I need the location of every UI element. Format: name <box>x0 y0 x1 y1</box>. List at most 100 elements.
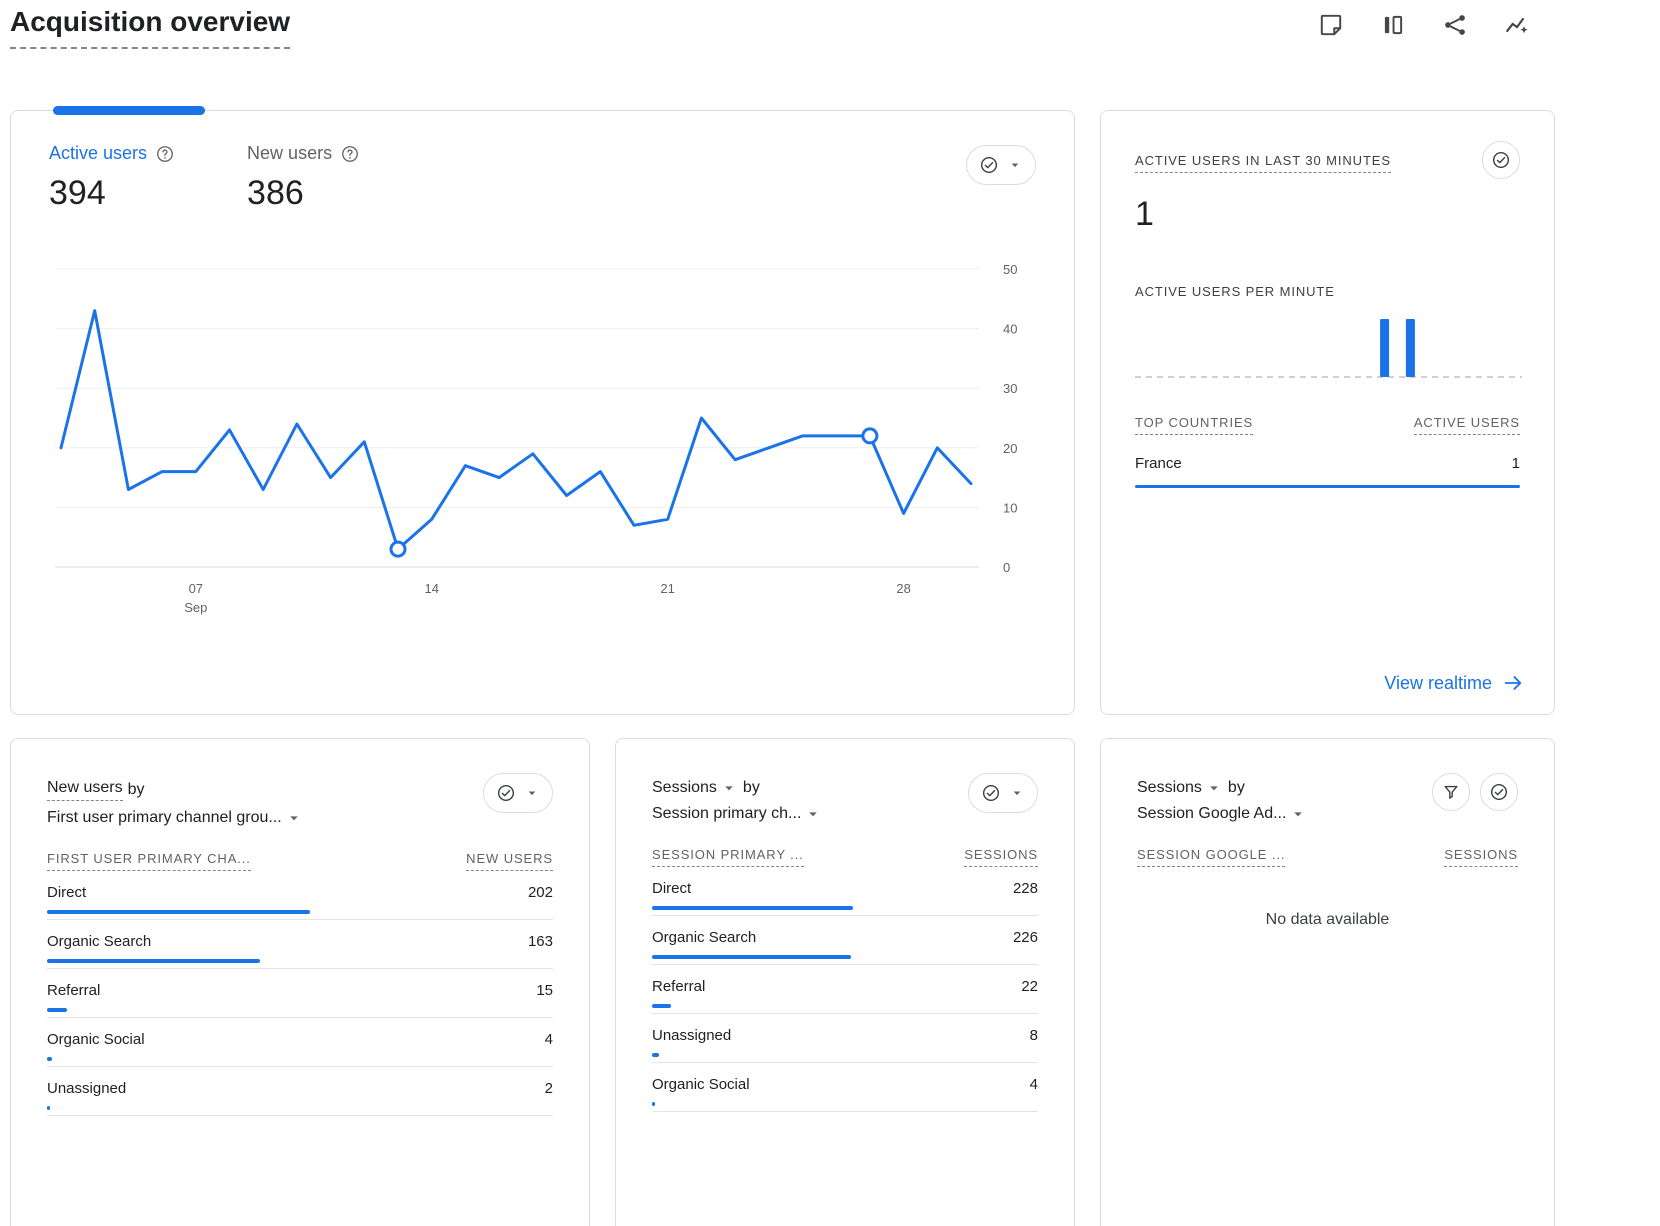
card-buttons <box>1432 773 1518 811</box>
row-label: Organic Social <box>652 1076 750 1093</box>
row-bar <box>652 1102 655 1106</box>
chart-check-dropdown-button[interactable] <box>966 145 1036 185</box>
realtime-country-row: France 1 <box>1135 455 1520 488</box>
breakdown-table: Direct228Organic Search226Referral22Unas… <box>652 867 1038 1112</box>
table-row: Direct202 <box>47 871 553 920</box>
breakdown-card-1: New users by First user primary channel … <box>10 738 590 1226</box>
filter-button[interactable] <box>1432 773 1470 811</box>
country-label: France <box>1135 455 1182 472</box>
filter-icon <box>1441 782 1461 802</box>
country-bar <box>1135 485 1520 488</box>
card-metric-title[interactable]: Sessions by <box>652 779 822 797</box>
metric-tabs: Active users 394 New users 386 <box>49 143 1036 213</box>
metric-value: 386 <box>247 174 360 213</box>
breakdown-table: Direct202Organic Search163 Referral 15 Orga… <box>47 871 553 1116</box>
dimension-name: First user primary channel grou... <box>47 809 282 827</box>
active-users-header: ACTIVE USERS <box>1414 415 1520 435</box>
comparison-button[interactable] <box>1380 12 1406 38</box>
metric-column-header: SESSIONS <box>1444 847 1518 867</box>
svg-text:50: 50 <box>1003 262 1017 277</box>
metric-name: Sessions <box>652 779 717 797</box>
arrow-right-icon <box>1502 672 1524 694</box>
card-metric-title[interactable]: Sessions by <box>1137 779 1307 797</box>
dimension-picker[interactable]: Session Google Ad... <box>1137 805 1307 823</box>
note-icon <box>1318 12 1344 38</box>
check-circle-icon <box>1491 150 1511 170</box>
card-buttons <box>483 773 553 813</box>
help-icon[interactable] <box>340 144 360 164</box>
check-dropdown-button[interactable] <box>483 773 553 813</box>
svg-text:07: 07 <box>189 581 203 596</box>
share-button[interactable] <box>1442 12 1468 38</box>
check-circle-icon <box>979 155 999 175</box>
acquisition-overview-page: Acquisition overview Active users 394 Ne… <box>0 0 1660 1226</box>
svg-text:28: 28 <box>896 581 910 596</box>
dimension-picker[interactable]: First user primary channel grou... <box>47 809 303 827</box>
top-countries-header: TOP COUNTRIES <box>1135 415 1253 435</box>
row-value: 4 <box>545 1031 553 1048</box>
svg-text:0: 0 <box>1003 560 1010 575</box>
row-bar <box>47 959 260 963</box>
country-value: 1 <box>1512 455 1520 472</box>
card-metric-title[interactable]: New users by <box>47 779 303 801</box>
by-label: by <box>128 781 145 799</box>
metric-label: New users <box>247 143 332 164</box>
dimension-name: Session primary ch... <box>652 805 801 823</box>
dimension-column-header: SESSION GOOGLE ... <box>1137 847 1285 867</box>
row-label: Referral <box>652 978 705 995</box>
share-icon <box>1442 12 1468 38</box>
note-button[interactable] <box>1318 12 1344 38</box>
metric-tab-new-users[interactable]: New users 386 <box>247 143 360 213</box>
svg-text:21: 21 <box>660 581 674 596</box>
check-circle-icon <box>496 783 516 803</box>
row-value: 15 <box>536 982 553 999</box>
table-row: Organic Search226 <box>652 916 1038 965</box>
dimension-name: Session Google Ad... <box>1137 805 1286 823</box>
table-row: Organic Search163 <box>47 920 553 969</box>
row-value: 202 <box>528 884 553 901</box>
caret-down-icon <box>1205 779 1223 797</box>
svg-text:40: 40 <box>1003 322 1017 337</box>
row-label: Referral <box>47 982 100 999</box>
row-bar <box>652 906 853 910</box>
svg-text:30: 30 <box>1003 381 1017 396</box>
help-icon[interactable] <box>155 144 175 164</box>
metric-column-header: SESSIONS <box>964 847 1038 867</box>
row-value: 2 <box>545 1080 553 1097</box>
breakdown-card-2: Sessions by Session primary ch... SESSIO… <box>615 738 1075 1226</box>
realtime-countries-table: France 1 <box>1135 455 1520 488</box>
empty-state-text: No data available <box>1137 911 1518 929</box>
check-button[interactable] <box>1480 773 1518 811</box>
row-label: Organic Search <box>652 929 756 946</box>
caret-down-icon <box>804 805 822 823</box>
page-title: Acquisition overview <box>10 6 290 49</box>
row-bar <box>47 1008 67 1012</box>
metric-value: 394 <box>49 174 175 213</box>
realtime-card: ACTIVE USERS IN LAST 30 MINUTES 1 ACTIVE… <box>1100 110 1555 715</box>
acquisition-chart-card: Active users 394 New users 386 010203 <box>10 110 1075 715</box>
row-bar <box>47 1106 50 1110</box>
dimension-picker[interactable]: Session primary ch... <box>652 805 822 823</box>
view-realtime-link[interactable]: View realtime <box>1384 672 1524 694</box>
caret-down-icon <box>524 785 540 801</box>
active-tab-indicator <box>53 106 205 115</box>
table-row: Referral22 <box>652 965 1038 1014</box>
realtime-check-button[interactable] <box>1482 141 1520 179</box>
top-cards-row: Active users 394 New users 386 010203 <box>10 110 1555 715</box>
caret-down-icon <box>1289 805 1307 823</box>
metric-name: New users <box>47 779 123 801</box>
comparison-icon <box>1380 12 1406 38</box>
active-users-line-chart[interactable]: 0102030405007Sep142128 <box>49 249 1039 621</box>
dimension-column-header: SESSION PRIMARY ... <box>652 847 804 867</box>
table-row: Unassigned2 <box>47 1067 553 1116</box>
metric-label: Active users <box>49 143 147 164</box>
row-value: 8 <box>1030 1027 1038 1044</box>
row-label: Organic Search <box>47 933 151 950</box>
svg-text:Sep: Sep <box>184 600 207 615</box>
metric-tab-active-users[interactable]: Active users 394 <box>49 143 175 213</box>
by-label: by <box>743 779 760 797</box>
insights-button[interactable] <box>1504 12 1530 38</box>
breakdown-cards-row: New users by First user primary channel … <box>10 738 1555 1226</box>
row-bar <box>652 955 851 959</box>
check-dropdown-button[interactable] <box>968 773 1038 813</box>
